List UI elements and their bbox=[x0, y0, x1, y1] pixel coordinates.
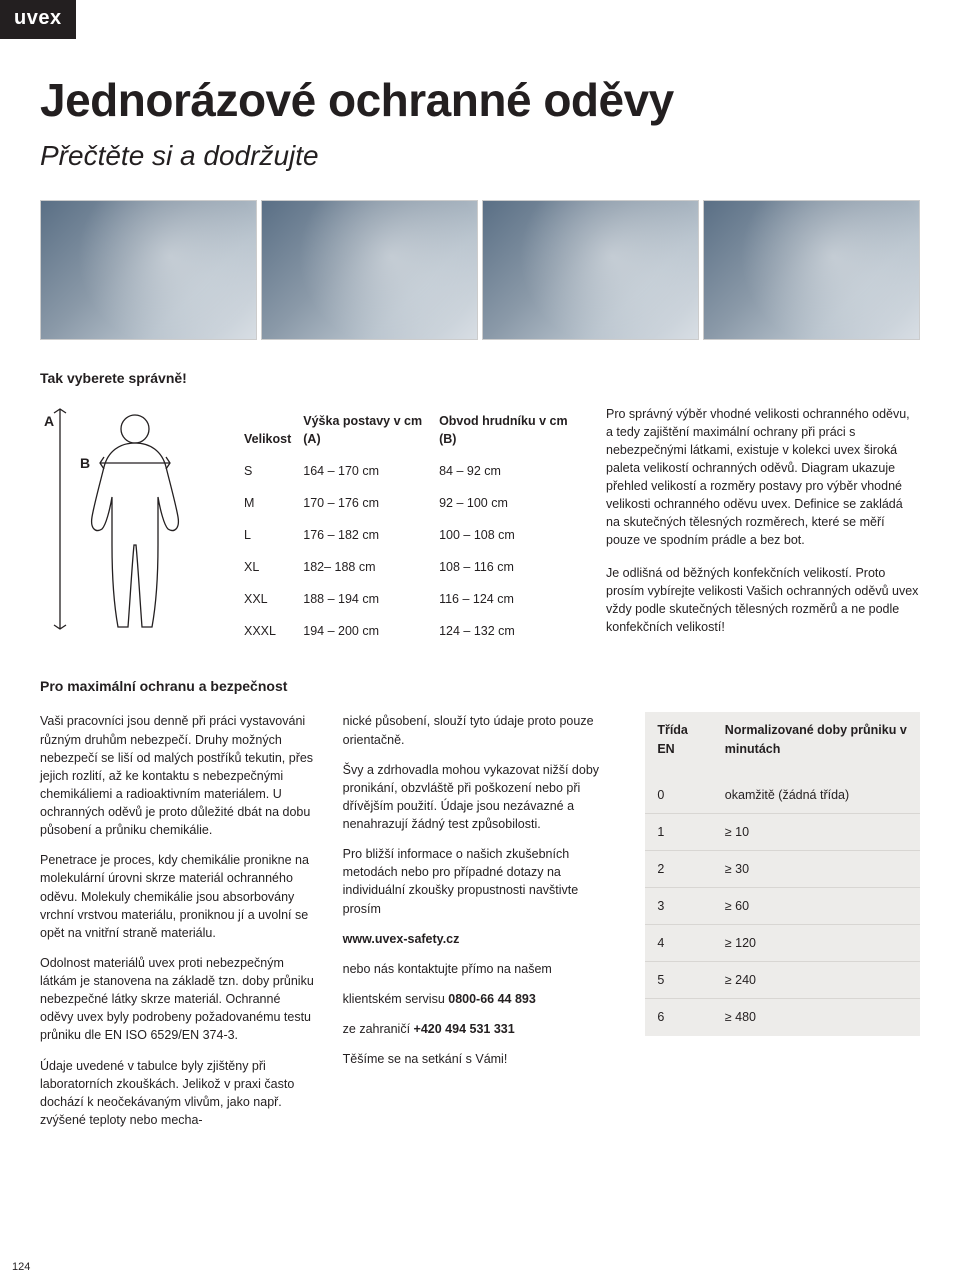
c2-phone2: +420 494 531 331 bbox=[414, 1022, 515, 1036]
table-row: 6≥ 480 bbox=[645, 999, 920, 1036]
table-row: XL182– 188 cm108 – 116 cm bbox=[238, 551, 578, 583]
table-cell: 194 – 200 cm bbox=[297, 615, 433, 647]
intro-p1: Pro správný výběr vhodné velikosti ochra… bbox=[606, 405, 920, 550]
c1-p1: Vaši pracovníci jsou denně při práci vys… bbox=[40, 712, 315, 839]
c1-p4: Údaje uvedené v tabulce byly zjištěny př… bbox=[40, 1057, 315, 1130]
table-cell: ≥ 240 bbox=[713, 962, 920, 999]
table-cell: ≥ 120 bbox=[713, 925, 920, 962]
table-cell: 176 – 182 cm bbox=[297, 519, 433, 551]
photo-1 bbox=[40, 200, 257, 340]
body-figure: A B bbox=[40, 405, 210, 635]
table-cell: M bbox=[238, 487, 297, 519]
table-cell: okamžitě (žádná třída) bbox=[713, 772, 920, 814]
table-row: XXXL194 – 200 cm124 – 132 cm bbox=[238, 615, 578, 647]
table-row: 2≥ 30 bbox=[645, 850, 920, 887]
table-cell: 2 bbox=[645, 850, 712, 887]
c2-p7: Těšíme se na setkání s Vámi! bbox=[343, 1050, 618, 1068]
table-cell: 1 bbox=[645, 813, 712, 850]
body-outline-icon bbox=[40, 405, 210, 635]
table-cell: 124 – 132 cm bbox=[433, 615, 578, 647]
photo-4 bbox=[703, 200, 920, 340]
intro-p2: Je odlišná od běžných konfekčních veliko… bbox=[606, 564, 920, 637]
table-cell: ≥ 60 bbox=[713, 888, 920, 925]
table-cell: 6 bbox=[645, 999, 712, 1036]
table-cell: 92 – 100 cm bbox=[433, 487, 578, 519]
figure-label-a: A bbox=[44, 411, 54, 431]
c2-url: www.uvex-safety.cz bbox=[343, 932, 460, 946]
c2-p2: Švy a zdrhovadla mohou vykazovat nižší d… bbox=[343, 761, 618, 834]
table-cell: XXL bbox=[238, 583, 297, 615]
photo-3 bbox=[482, 200, 699, 340]
class-th-0: Třída EN bbox=[645, 712, 712, 771]
class-tbody: 0okamžitě (žádná třída)1≥ 102≥ 303≥ 604≥… bbox=[645, 772, 920, 1036]
col-2: nické působení, slouží tyto údaje proto … bbox=[343, 712, 618, 1141]
table-cell: 5 bbox=[645, 962, 712, 999]
c2-p6-pre: ze zahraničí bbox=[343, 1022, 414, 1036]
table-cell: L bbox=[238, 519, 297, 551]
class-table: Třída EN Normalizované doby průniku v mi… bbox=[645, 712, 920, 1035]
table-row: S164 – 170 cm84 – 92 cm bbox=[238, 455, 578, 487]
section-choose-label: Tak vyberete správně! bbox=[40, 368, 920, 388]
table-cell: 100 – 108 cm bbox=[433, 519, 578, 551]
table-row: 4≥ 120 bbox=[645, 925, 920, 962]
c1-p3: Odolnost materiálů uvex proti nebezpečný… bbox=[40, 954, 315, 1045]
table-cell: 84 – 92 cm bbox=[433, 455, 578, 487]
table-row: 3≥ 60 bbox=[645, 888, 920, 925]
table-cell: S bbox=[238, 455, 297, 487]
table-row: 5≥ 240 bbox=[645, 962, 920, 999]
c1-p2: Penetrace je proces, kdy chemikálie pron… bbox=[40, 851, 315, 942]
col-3: Třída EN Normalizované doby průniku v mi… bbox=[645, 712, 920, 1141]
table-row: XXL188 – 194 cm116 – 124 cm bbox=[238, 583, 578, 615]
c2-p3: Pro bližší informace o našich zkušebních… bbox=[343, 845, 618, 918]
photo-strip bbox=[40, 200, 920, 340]
size-th-1: Výška postavy v cm (A) bbox=[297, 405, 433, 455]
col-1: Vaši pracovníci jsou denně při práci vys… bbox=[40, 712, 315, 1141]
brand-logo: uvex bbox=[0, 0, 76, 39]
table-cell: 188 – 194 cm bbox=[297, 583, 433, 615]
table-cell: ≥ 30 bbox=[713, 850, 920, 887]
size-tbody: S164 – 170 cm84 – 92 cmM170 – 176 cm92 –… bbox=[238, 455, 578, 648]
table-cell: ≥ 10 bbox=[713, 813, 920, 850]
table-cell: 116 – 124 cm bbox=[433, 583, 578, 615]
size-table: Velikost Výška postavy v cm (A) Obvod hr… bbox=[238, 405, 578, 648]
c2-phone1: 0800-66 44 893 bbox=[448, 992, 536, 1006]
page-subtitle: Přečtěte si a dodržujte bbox=[40, 136, 920, 177]
table-cell: 170 – 176 cm bbox=[297, 487, 433, 519]
table-cell: 164 – 170 cm bbox=[297, 455, 433, 487]
section-safety-label: Pro maximální ochranu a bezpečnost bbox=[40, 676, 920, 696]
intro-text: Pro správný výběr vhodné velikosti ochra… bbox=[606, 405, 920, 651]
table-row: L176 – 182 cm100 – 108 cm bbox=[238, 519, 578, 551]
c2-p4: nebo nás kontaktujte přímo na našem bbox=[343, 960, 618, 978]
size-th-2: Obvod hrudníku v cm (B) bbox=[433, 405, 578, 455]
table-cell: 0 bbox=[645, 772, 712, 814]
size-th-0: Velikost bbox=[238, 405, 297, 455]
table-cell: 3 bbox=[645, 888, 712, 925]
c2-p1: nické působení, slouží tyto údaje proto … bbox=[343, 712, 618, 748]
figure-label-b: B bbox=[80, 453, 90, 473]
page-title: Jednorázové ochranné oděvy bbox=[40, 67, 920, 134]
table-row: 1≥ 10 bbox=[645, 813, 920, 850]
table-row: 0okamžitě (žádná třída) bbox=[645, 772, 920, 814]
table-cell: XL bbox=[238, 551, 297, 583]
table-cell: 108 – 116 cm bbox=[433, 551, 578, 583]
table-cell: XXXL bbox=[238, 615, 297, 647]
page-number: 124 bbox=[12, 1260, 30, 1276]
photo-2 bbox=[261, 200, 478, 340]
table-cell: ≥ 480 bbox=[713, 999, 920, 1036]
table-cell: 4 bbox=[645, 925, 712, 962]
table-cell: 182– 188 cm bbox=[297, 551, 433, 583]
class-th-1: Normalizované doby průniku v minutách bbox=[713, 712, 920, 771]
table-row: M170 – 176 cm92 – 100 cm bbox=[238, 487, 578, 519]
c2-p5-pre: klientském servisu bbox=[343, 992, 449, 1006]
